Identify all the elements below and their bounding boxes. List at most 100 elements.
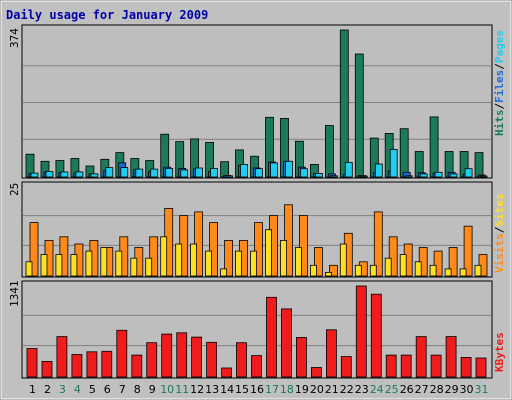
visits-bar-day-9: [149, 236, 159, 277]
pages-bar-day-15: [240, 163, 248, 178]
sites-bar-day-13: [205, 250, 213, 277]
kbytes-bar-day-10: [161, 333, 173, 378]
x-label-day-1: 1: [29, 383, 36, 396]
x-label-day-14: 14: [220, 383, 234, 396]
hits-bar-day-21: [324, 125, 334, 178]
pages-bar-day-25: [389, 149, 398, 178]
legend-part-1-0: Visits: [493, 233, 506, 273]
kbytes-bar-day-18: [281, 308, 292, 378]
kbytes-bar-day-7: [116, 329, 128, 378]
x-label-day-28: 28: [430, 383, 444, 396]
x-label-day-9: 9: [149, 383, 156, 396]
kbytes-bar-day-11: [176, 332, 188, 378]
visits-bar-day-24: [373, 211, 383, 277]
hits-panel-border: [21, 24, 493, 179]
sites-bar-day-23: [354, 264, 362, 277]
pages-bar-day-12: [195, 167, 204, 178]
pages-bar-day-5: [90, 173, 99, 178]
sites-bar-day-4: [70, 254, 78, 277]
legend-part-0-2: Files: [493, 70, 506, 103]
pages-bar-day-28: [434, 171, 443, 178]
kbytes-bar-day-6: [101, 350, 113, 378]
x-label-day-25: 25: [385, 383, 399, 396]
kbytes-bar-day-19: [295, 336, 307, 378]
kbytes-bar-day-2: [41, 360, 53, 378]
sites-bar-day-14: [220, 268, 228, 277]
legend-part-0-0: Hits: [493, 110, 506, 137]
kbytes-bar-day-16: [251, 355, 262, 378]
sites-bar-day-3: [55, 254, 63, 277]
pages-bar-day-30: [464, 168, 473, 178]
x-label-day-21: 21: [325, 383, 339, 396]
visits-bar-day-13: [209, 222, 219, 277]
x-label-day-16: 16: [250, 383, 264, 396]
legend-part-1-2: Sites: [493, 194, 506, 227]
x-label-day-23: 23: [355, 383, 369, 396]
x-label-day-29: 29: [445, 383, 459, 396]
pages-bar-day-10: [165, 167, 174, 178]
legend-part-0-3: /: [493, 63, 506, 70]
sites-bar-day-9: [145, 257, 153, 277]
pages-bar-day-31: [479, 175, 488, 178]
x-label-day-15: 15: [235, 383, 249, 396]
hits-bar-day-26: [399, 128, 409, 178]
kbytes-bar-day-20: [310, 367, 322, 378]
pages-bar-day-27: [419, 173, 428, 178]
sites-bar-day-11: [175, 243, 183, 277]
legend-part-0-4: Pages: [493, 30, 506, 63]
hits-bar-day-14: [220, 161, 230, 178]
pages-bar-day-29: [449, 173, 458, 178]
pages-bar-day-17: [270, 162, 278, 178]
x-label-day-2: 2: [44, 383, 51, 396]
visits-bar-day-21: [328, 264, 338, 277]
x-label-day-5: 5: [89, 383, 96, 396]
x-label-day-6: 6: [104, 383, 111, 396]
x-axis-labels: 1 2 3 4 5 6 7 8 9 10 11 12 13 14 15 16 17 18 19 20 21 22 23 24 2…: [29, 383, 489, 396]
sites-bar-day-27: [414, 261, 422, 277]
sites-bar-day-22: [339, 243, 347, 277]
kbytes-bar-day-9: [146, 342, 158, 378]
sites-bar-day-24: [369, 264, 377, 277]
hits-files-pages-legend: Hits/Files/Pages: [493, 30, 506, 136]
x-label-day-27: 27: [415, 383, 429, 396]
sites-bar-day-7: [115, 250, 123, 277]
kbytes-bar-day-3: [56, 336, 68, 378]
x-label-day-8: 8: [134, 383, 141, 396]
kbytes-bar-day-22: [340, 356, 352, 378]
hits-max-label: 374: [8, 28, 21, 48]
bars: [25, 29, 488, 378]
x-label-day-24: 24: [370, 383, 384, 396]
pages-bar-day-2: [45, 171, 54, 178]
sites-bar-day-21: [324, 271, 332, 277]
kbytes-legend: KBytes: [493, 332, 506, 372]
visits-bar-day-30: [463, 225, 473, 277]
legend-part-2-0: KBytes: [493, 332, 506, 372]
x-label-day-4: 4: [74, 383, 81, 396]
pages-bar-day-20: [314, 173, 323, 178]
visits-panel-border: [21, 181, 493, 278]
pages-bar-day-8: [135, 168, 144, 178]
sites-bar-day-2: [40, 254, 48, 277]
x-label-day-18: 18: [280, 383, 294, 396]
x-label-day-26: 26: [400, 383, 414, 396]
visits-sites-legend: Visits/Sites: [493, 194, 506, 274]
sites-bar-day-25: [384, 257, 392, 277]
visits-bar-day-19: [298, 215, 308, 277]
sites-bar-day-20: [309, 264, 317, 277]
visits-max-label: 25: [8, 183, 21, 196]
sites-bar-day-10: [160, 236, 168, 277]
kbytes-bar-day-25: [385, 354, 397, 378]
kbytes-bar-day-15: [236, 342, 247, 378]
legend-part-1-1: /: [493, 226, 506, 233]
pages-bar-day-24: [374, 163, 383, 178]
pages-bar-day-3: [60, 171, 69, 178]
hits-bar-day-31: [474, 152, 484, 178]
x-label-day-11: 11: [175, 383, 189, 396]
hits-bar-day-22: [339, 29, 349, 178]
sites-bar-day-15: [235, 250, 242, 277]
visits-bar-day-14: [224, 239, 234, 277]
kbytes-bar-day-28: [430, 354, 442, 378]
kbytes-bar-day-8: [131, 354, 143, 378]
